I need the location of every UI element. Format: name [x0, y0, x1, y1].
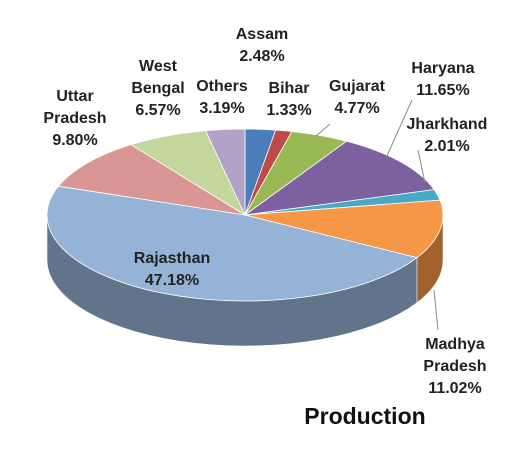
leader-line [385, 99, 413, 159]
data-label: Haryana 11.65% [398, 58, 488, 102]
data-label: Rajasthan 47.18% [122, 248, 222, 292]
data-label: Uttar Pradesh 9.80% [35, 86, 115, 152]
slice [244, 199, 444, 259]
category-label: Rajasthan [133, 250, 211, 267]
category-label: Others [196, 78, 248, 95]
leader-line [433, 289, 439, 331]
category-label: Bihar [268, 80, 310, 97]
data-label: West Bengal 6.57% [118, 56, 198, 122]
category-label: Madhya Pradesh [423, 336, 487, 375]
slice [244, 140, 435, 216]
category-label: West Bengal [131, 58, 185, 97]
value-label: 2.01% [424, 138, 470, 155]
pie-layer [46, 128, 444, 302]
value-label: 2.48% [239, 48, 285, 65]
data-label: Others 3.19% [187, 76, 257, 120]
data-label: Jharkhand 2.01% [397, 114, 497, 158]
data-label: Assam 2.48% [222, 24, 302, 68]
data-label: Madhya Pradesh 11.02% [415, 334, 495, 400]
value-label: 6.57% [135, 102, 181, 119]
value-label: 11.65% [416, 82, 470, 99]
value-label: 11.02% [428, 380, 482, 397]
chart-title: Production [304, 403, 426, 429]
value-label: 3.19% [199, 100, 245, 117]
data-label: Bihar 1.33% [259, 78, 319, 122]
category-label: Gujarat [328, 78, 385, 95]
slice [57, 144, 246, 216]
slice [46, 185, 418, 302]
value-label: 47.18% [144, 272, 200, 289]
category-label: Haryana [411, 60, 475, 77]
slice [204, 128, 246, 216]
value-label: 9.80% [52, 132, 98, 149]
value-label: 4.77% [334, 100, 380, 117]
pie [46, 128, 444, 347]
leader-line [315, 123, 331, 137]
value-label: 1.33% [266, 102, 312, 119]
leader-line [417, 149, 426, 184]
data-label: Gujarat 4.77% [317, 76, 397, 120]
category-label: Assam [235, 26, 289, 43]
category-label: Uttar Pradesh [43, 88, 107, 127]
category-label: Jharkhand [406, 116, 488, 133]
